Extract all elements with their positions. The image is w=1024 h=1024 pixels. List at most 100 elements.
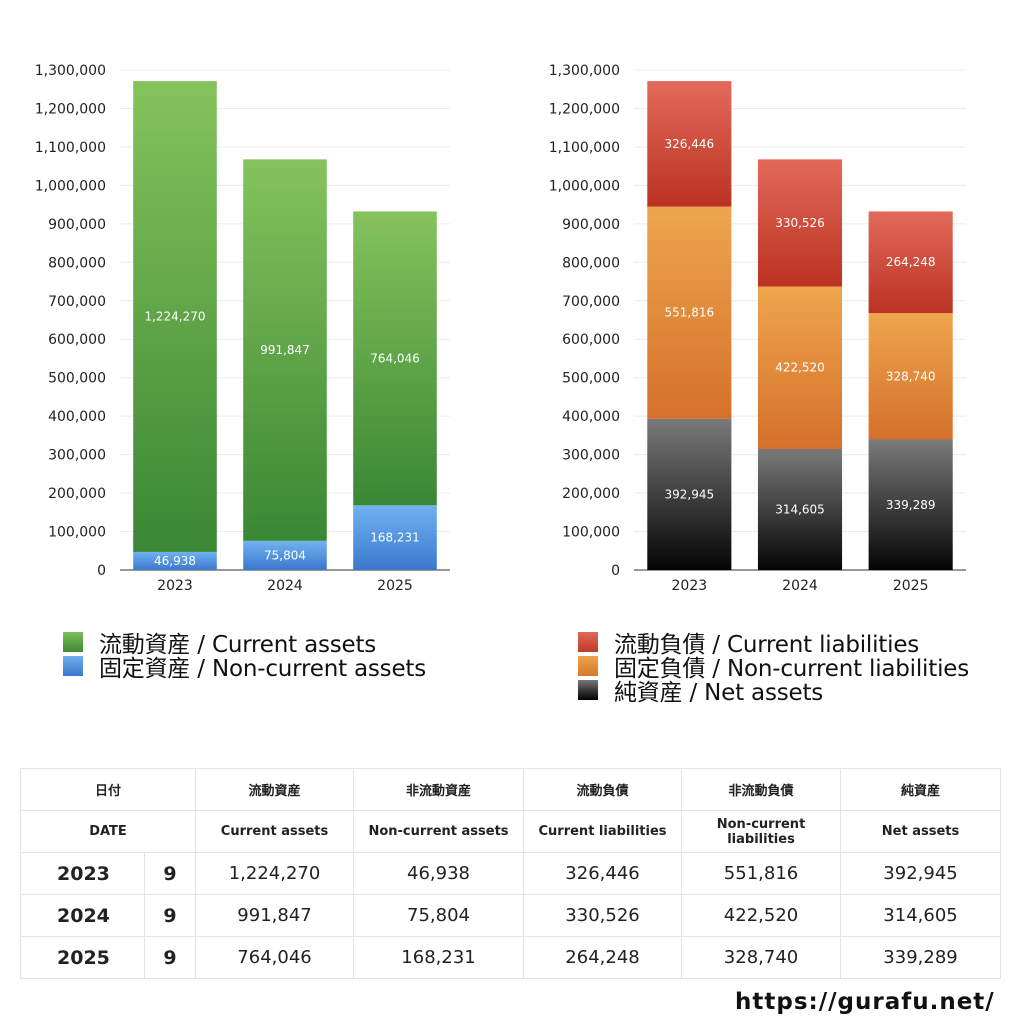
data-label: 551,816 [665, 306, 715, 320]
legend-swatch [578, 632, 598, 652]
y-tick-label: 1,300,000 [549, 63, 620, 79]
y-tick-label: 300,000 [48, 448, 106, 464]
bar-segment [868, 439, 953, 570]
y-tick-label: 800,000 [48, 255, 106, 271]
y-tick-label: 600,000 [562, 332, 620, 348]
data-label: 75,804 [264, 548, 306, 562]
data-label: 991,847 [260, 343, 310, 357]
data-label: 392,945 [665, 487, 715, 501]
data-label: 46,938 [154, 554, 196, 568]
header-date-jp: 日付 [19, 768, 197, 811]
table-header-en: DATE Current assets Non-current assets C… [19, 810, 1002, 853]
y-tick-label: 300,000 [562, 448, 620, 464]
bar-segment [757, 286, 843, 449]
x-tick-label: 2024 [267, 578, 303, 594]
table-row: 2025 9 764,046 168,231 264,248 328,740 3… [20, 936, 1002, 979]
legend-label: 純資産 / Net assets [614, 680, 824, 706]
cell-non-current-liabilities: 422,520 [681, 894, 842, 937]
y-tick-label: 100,000 [562, 525, 620, 541]
bar-segment [868, 211, 953, 314]
legend-item-current-liabilities: 流動負債 / Current liabilities [578, 630, 969, 658]
legend-label: 流動負債 / Current liabilities [614, 632, 920, 658]
data-label: 168,231 [370, 531, 420, 545]
row-year: 2025 [20, 936, 145, 979]
bar-segment [133, 81, 217, 552]
bar-segment [757, 448, 843, 570]
y-tick-label: 200,000 [48, 486, 106, 502]
data-label: 328,740 [886, 369, 936, 383]
bar-segment [757, 159, 843, 287]
legend-swatch [63, 656, 83, 676]
header-non-current-assets-en: Non-current assets [353, 810, 525, 853]
y-tick-label: 700,000 [562, 294, 620, 310]
y-tick-label: 1,200,000 [549, 101, 620, 117]
data-label: 264,248 [886, 255, 936, 269]
cell-current-liabilities: 264,248 [523, 936, 683, 979]
bar-segment [647, 81, 732, 207]
row-month: 9 [143, 852, 197, 895]
legend-label: 固定負債 / Non-current liabilities [614, 656, 969, 682]
data-label: 1,224,270 [144, 310, 205, 324]
bar-segment [243, 540, 327, 570]
y-tick-label: 600,000 [48, 332, 106, 348]
bar-segment [353, 211, 437, 506]
x-tick-label: 2024 [782, 578, 818, 594]
row-year: 2024 [20, 894, 145, 937]
data-label: 314,605 [775, 502, 825, 516]
source-url[interactable]: https://gurafu.net/ [735, 989, 995, 1015]
cell-current-liabilities: 330,526 [523, 894, 683, 937]
y-tick-label: 400,000 [48, 409, 106, 425]
y-tick-label: 900,000 [562, 217, 620, 233]
cell-non-current-liabilities: 328,740 [681, 936, 842, 979]
cell-net-assets: 339,289 [840, 936, 1002, 979]
liabilities-net-assets-stacked-bar-chart: 0 100,000 200,000 300,000 400,000 500,000 600,… [549, 63, 966, 594]
table-header-jp: 日付 流動資産 非流動資産 流動負債 非流動負債 純資産 [19, 768, 1002, 811]
y-tick-label: 1,100,000 [35, 140, 106, 156]
assets-stacked-bar-chart: 0 100,000 200,000 300,000 400,000 500,000 600,… [35, 63, 450, 594]
x-tick-label: 2023 [672, 578, 708, 594]
legend-liabilities: 流動負債 / Current liabilities 固定負債 / Non-cu… [578, 630, 969, 706]
y-tick-label: 500,000 [48, 371, 106, 387]
y-tick-label: 1,200,000 [35, 101, 106, 117]
x-tick-label: 2025 [893, 578, 929, 594]
y-tick-label: 1,300,000 [35, 63, 106, 79]
legend-swatch [578, 680, 598, 700]
y-tick-label: 1,100,000 [549, 140, 620, 156]
header-current-liabilities-en: Current liabilities [523, 810, 683, 853]
cell-non-current-assets: 168,231 [353, 936, 525, 979]
cell-current-assets: 764,046 [195, 936, 355, 979]
legend-swatch [63, 632, 83, 652]
legend-swatch [578, 656, 598, 676]
cell-current-liabilities: 326,446 [523, 852, 683, 895]
cell-current-assets: 991,847 [195, 894, 355, 937]
legend-label: 固定資産 / Non-current assets [99, 656, 427, 682]
y-tick-label: 100,000 [48, 525, 106, 541]
header-non-current-liabilities-en: Non-current liabilities [681, 810, 842, 853]
cell-non-current-assets: 75,804 [353, 894, 525, 937]
y-tick-label: 0 [611, 563, 620, 579]
data-label: 326,446 [665, 137, 715, 151]
cell-current-assets: 1,224,270 [195, 852, 355, 895]
cell-net-assets: 314,605 [840, 894, 1002, 937]
data-label: 764,046 [370, 351, 420, 365]
bar-segment [647, 418, 732, 570]
legend-assets: 流動資産 / Current assets 固定資産 / Non-current… [63, 630, 426, 682]
bar-segment [243, 159, 327, 541]
data-label: 339,289 [886, 498, 936, 512]
data-label: 330,526 [775, 216, 825, 230]
table-row: 2024 9 991,847 75,804 330,526 422,520 31… [20, 894, 1002, 937]
row-month: 9 [143, 936, 197, 979]
y-tick-label: 700,000 [48, 294, 106, 310]
bar-segment [868, 313, 953, 440]
legend-item-non-current-liabilities: 固定負債 / Non-current liabilities [578, 654, 969, 682]
header-non-current-liabilities-jp: 非流動負債 [681, 768, 842, 811]
financial-summary-table: 日付 流動資産 非流動資産 流動負債 非流動負債 純資産 DATE Curren… [19, 768, 1002, 979]
header-current-assets-en: Current assets [195, 810, 355, 853]
header-non-current-assets-jp: 非流動資産 [353, 768, 525, 811]
row-month: 9 [143, 894, 197, 937]
legend-item-current-assets: 流動資産 / Current assets [63, 630, 426, 658]
y-tick-label: 200,000 [562, 486, 620, 502]
y-tick-label: 800,000 [562, 255, 620, 271]
bar-segment [133, 551, 217, 570]
row-year: 2023 [20, 852, 145, 895]
